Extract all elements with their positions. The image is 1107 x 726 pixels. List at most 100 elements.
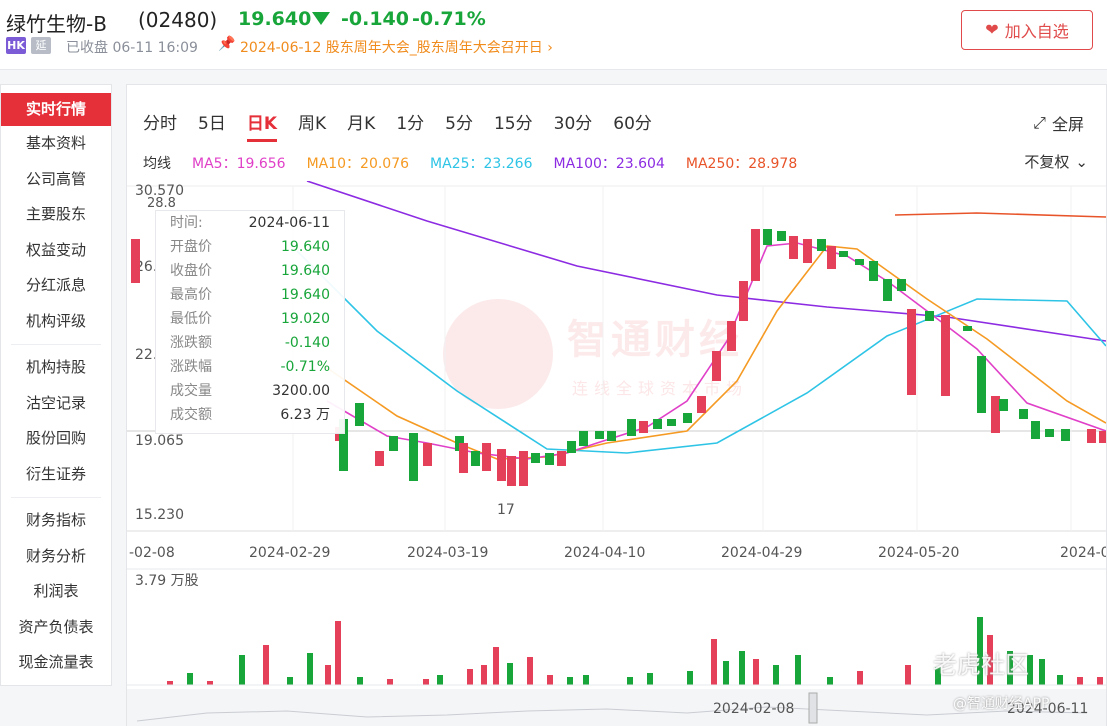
ma25-line — [296, 250, 1106, 454]
period-tab[interactable]: 60分 — [613, 114, 652, 134]
candle — [683, 413, 692, 423]
volume-bar — [857, 671, 863, 685]
tooltip-value: 2024-06-11 — [248, 215, 330, 231]
kline-chart[interactable]: 30.570 26. 22. 19.065 15.230 28.8 17 -02-08 2024… — [127, 181, 1106, 726]
event-link[interactable]: 2024-06-12 股东周年大会_股东周年大会召开日 › — [240, 40, 553, 56]
candle — [727, 321, 736, 351]
sidebar-item[interactable]: 资产负债表 — [18, 617, 94, 636]
x-tick-label: 2024-03-19 — [407, 545, 488, 561]
sidebar: 实时行情基本资料公司高管主要股东权益变动分红派息机构评级机构持股沽空记录股份回购… — [0, 84, 112, 686]
candle — [1019, 409, 1028, 419]
volume-bar — [627, 677, 633, 685]
volume-bar — [687, 671, 693, 685]
add-watchlist-label: 加入自选 — [1004, 24, 1069, 41]
candle — [827, 246, 836, 269]
volume-bar — [1077, 677, 1083, 685]
sidebar-item[interactable]: 衍生证券 — [25, 464, 86, 483]
period-tab[interactable]: 周K — [298, 114, 327, 134]
period-tab[interactable]: 月K — [347, 114, 376, 134]
fullscreen-button[interactable]: ⤢ 全屏 — [1033, 111, 1084, 135]
candle — [1099, 431, 1106, 443]
sidebar-divider — [11, 497, 101, 498]
volume-bar — [387, 679, 393, 685]
sidebar-item[interactable]: 公司高管 — [25, 169, 86, 188]
candle — [595, 431, 604, 439]
heart-icon: ❤ — [985, 22, 999, 39]
candle — [963, 326, 972, 331]
period-tab[interactable]: 30分 — [553, 114, 593, 134]
volume-bar — [647, 673, 653, 685]
candle — [423, 443, 432, 466]
sidebar-item[interactable]: 实时行情 — [1, 93, 111, 126]
candle — [697, 396, 706, 413]
candle — [763, 229, 772, 245]
add-watchlist-button[interactable]: ❤ 加入自选 — [961, 10, 1093, 50]
sidebar-item[interactable]: 主要股东 — [25, 205, 86, 223]
volume-scale-label: 3.79 万股 — [135, 573, 199, 589]
volume-bar — [711, 639, 717, 685]
period-tab[interactable]: 1分 — [396, 114, 425, 134]
volume-bar — [723, 661, 729, 685]
volume-bar — [467, 669, 473, 685]
fullscreen-label: 全屏 — [1051, 115, 1084, 134]
sidebar-item[interactable]: 财务分析 — [25, 546, 86, 565]
tooltip-value: 3200.00 — [272, 383, 330, 399]
sidebar-item[interactable]: 沽空记录 — [25, 393, 86, 412]
stock-header: 绿竹生物-B (02480) 19.640 -0.140 -0.71% HK 延… — [0, 0, 1107, 70]
period-tab[interactable]: 分时 — [143, 114, 177, 134]
volume-bar — [1097, 677, 1103, 685]
sidebar-item[interactable]: 股份回购 — [25, 429, 86, 447]
ma-legend: 均线 MA5：19.656 MA10：20.076 MA25：23.266 MA100：… — [143, 153, 818, 173]
navigator-end-date: 2024-06-11 — [1007, 701, 1088, 717]
volume-bar — [795, 655, 801, 685]
chevron-down-icon: ⌄ — [1075, 152, 1088, 171]
candle — [751, 229, 760, 281]
candle — [627, 419, 636, 436]
volume-bar — [167, 681, 173, 685]
tooltip-value: 19.640 — [281, 239, 330, 255]
candle — [925, 311, 934, 321]
volume-bar — [207, 681, 213, 685]
period-tab[interactable]: 日K — [246, 109, 278, 142]
candle — [999, 399, 1008, 411]
candle — [667, 419, 676, 426]
sidebar-divider — [11, 344, 101, 345]
brand-watermark-sub: 连线全球资本市场 — [572, 379, 749, 398]
sidebar-item[interactable]: 财务指标 — [25, 511, 86, 529]
market-status: 已收盘 06-11 16:09 — [66, 40, 198, 56]
candle — [339, 419, 348, 471]
sidebar-item[interactable]: 基本资料 — [25, 134, 86, 152]
sidebar-item[interactable]: 分红派息 — [25, 276, 86, 294]
ma-label: 均线 — [143, 156, 171, 172]
sidebar-item[interactable]: 现金流量表 — [18, 653, 94, 671]
stock-code: (02480) — [138, 8, 218, 32]
volume-bar — [357, 677, 363, 685]
tooltip-row: 收盘价 19.640 — [156, 259, 344, 283]
price-change-pct: -0.71% — [412, 8, 486, 30]
candle — [1061, 429, 1070, 441]
y-tick-label: 26. — [135, 259, 157, 275]
volume-bar — [1057, 675, 1063, 685]
y-tick-label: 19.065 — [135, 433, 184, 449]
sidebar-item[interactable]: 机构持股 — [25, 358, 86, 376]
period-tab[interactable]: 15分 — [493, 114, 533, 134]
period-tab[interactable]: 5日 — [198, 114, 226, 134]
tooltip-value: 6.23 万 — [280, 407, 330, 423]
event-text: 2024-06-12 股东周年大会_股东周年大会召开日 — [240, 40, 543, 56]
candle — [869, 261, 878, 281]
adjust-select[interactable]: 不复权 ⌄ — [1024, 151, 1088, 172]
candle — [803, 239, 812, 263]
candle — [653, 419, 662, 429]
candle — [355, 403, 364, 426]
candle — [1031, 421, 1040, 439]
period-tab[interactable]: 5分 — [445, 114, 473, 134]
tooltip-row: 涨跌幅 -0.71% — [156, 355, 344, 379]
candle — [409, 433, 418, 481]
sidebar-item[interactable]: 利润表 — [33, 582, 79, 600]
tooltip-row: 开盘价 19.640 — [156, 235, 344, 259]
expand-icon: ⤢ — [1033, 113, 1046, 132]
sidebar-item[interactable]: 机构评级 — [25, 311, 86, 330]
candle — [739, 281, 748, 321]
candle — [1045, 429, 1054, 437]
sidebar-item[interactable]: 权益变动 — [25, 240, 86, 259]
